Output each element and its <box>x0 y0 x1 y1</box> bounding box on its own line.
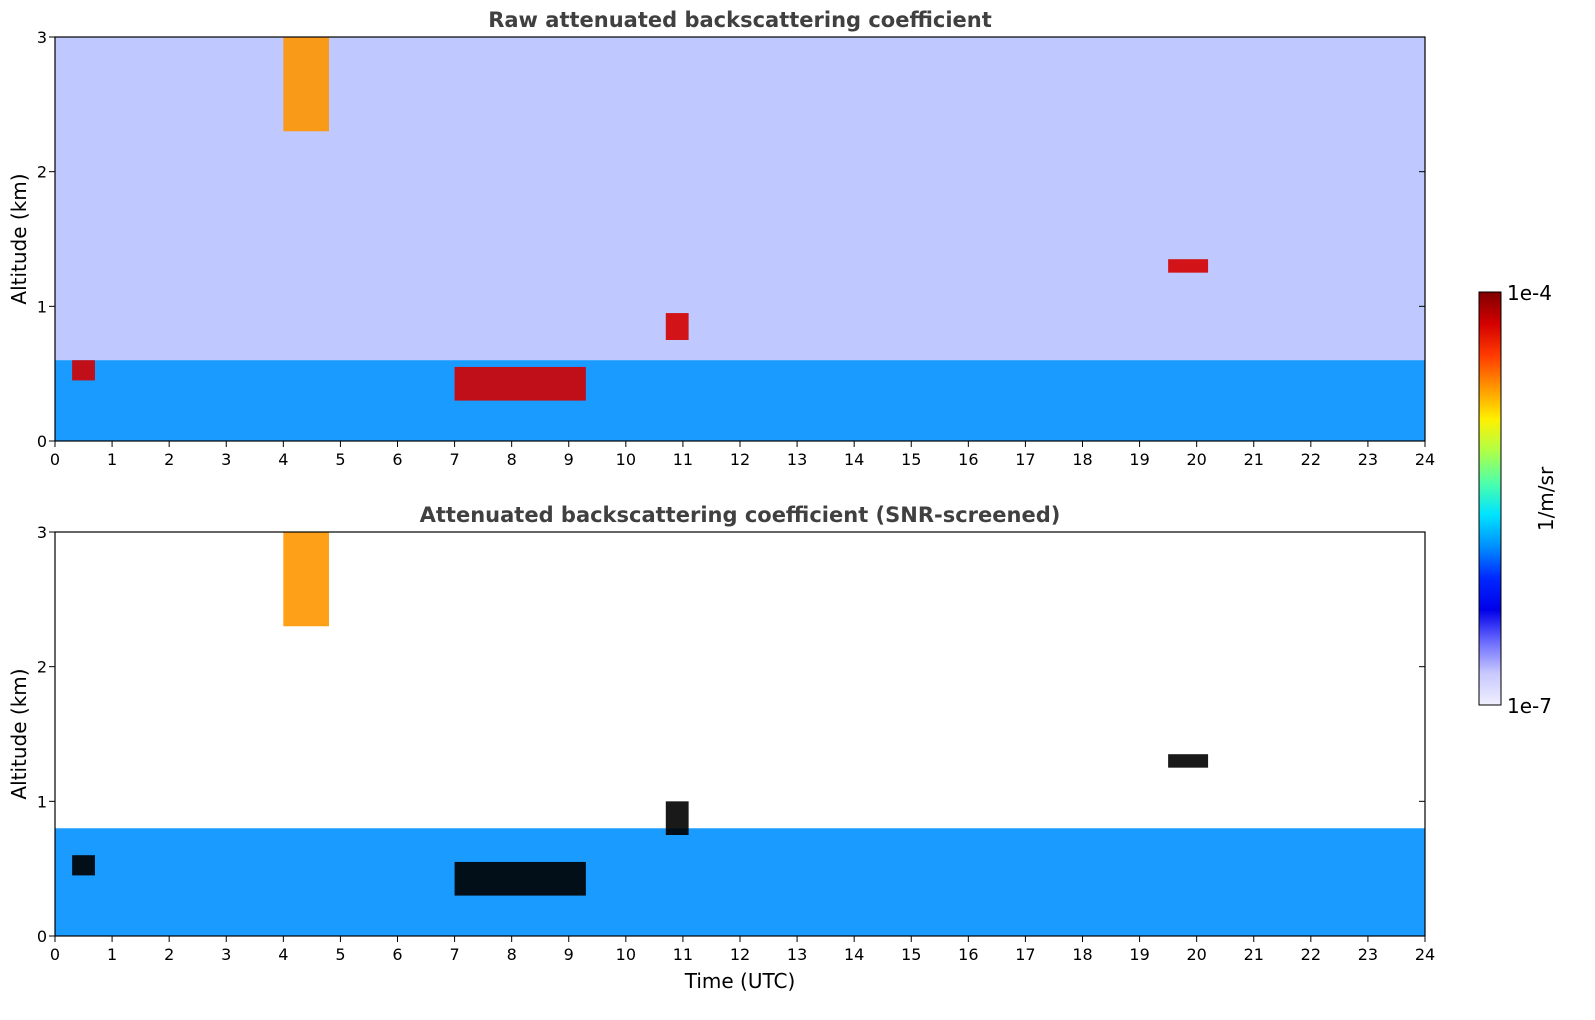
screened-x-tick-label: 6 <box>392 945 402 964</box>
layer-low-cloud <box>454 861 586 896</box>
layer-high-cloud <box>283 37 329 132</box>
raw-x-tick-label: 24 <box>1415 450 1435 469</box>
screened-x-tick-label: 0 <box>50 945 60 964</box>
screened-x-tick-label: 10 <box>616 945 636 964</box>
screened-x-tick-label: 4 <box>278 945 288 964</box>
raw-y-axis-label: Altitude (km) <box>7 173 31 304</box>
screened-x-tick-label: 16 <box>958 945 978 964</box>
raw-x-tick-label: 17 <box>1015 450 1035 469</box>
screened-x-tick-label: 24 <box>1415 945 1435 964</box>
raw-x-tick-label: 11 <box>673 450 693 469</box>
raw-x-tick-label: 16 <box>958 450 978 469</box>
raw-x-tick-label: 6 <box>392 450 402 469</box>
screened-x-tick-label: 15 <box>901 945 921 964</box>
raw-x-tick-label: 5 <box>335 450 345 469</box>
raw-y-tick-label: 1 <box>37 297 47 316</box>
screened-x-tick-label: 17 <box>1015 945 1035 964</box>
layer-boundary-layer-aerosol <box>55 828 1425 936</box>
layer-noise <box>55 37 1425 361</box>
colorbar-max-label: 1e-4 <box>1507 281 1552 305</box>
screened-x-tick-label: 12 <box>730 945 750 964</box>
layer-boundary-layer-aerosol <box>55 360 1425 441</box>
colorbar-min-label: 1e-7 <box>1507 694 1552 718</box>
screened-x-tick-label: 2 <box>164 945 174 964</box>
colorbar-gradient <box>1478 291 1502 706</box>
raw-y-tick-label: 2 <box>37 163 47 182</box>
raw-x-tick-label: 0 <box>50 450 60 469</box>
screened-x-tick-label: 9 <box>564 945 574 964</box>
raw-y-tick-label: 3 <box>37 28 47 47</box>
screened-x-tick-label: 8 <box>507 945 517 964</box>
raw-x-axis: 0 1 2 3 4 5 6 7 8 9 10 11 12 13 14 15 16 17 18 19 20 21 22 23 24 <box>50 441 1435 469</box>
x-axis-label: Time (UTC) <box>684 969 796 993</box>
screened-y-tick-label: 2 <box>37 658 47 677</box>
raw-x-tick-label: 21 <box>1244 450 1264 469</box>
raw-x-tick-label: 13 <box>787 450 807 469</box>
screened-x-tick-label: 22 <box>1301 945 1321 964</box>
screened-x-axis: 0 1 2 3 4 5 6 7 8 9 10 11 12 13 14 15 16 17 18 19 20 21 22 23 24 <box>50 936 1435 964</box>
screened-x-tick-label: 3 <box>221 945 231 964</box>
screened-x-tick-label: 20 <box>1186 945 1206 964</box>
screened-y-axis-label: Altitude (km) <box>7 668 31 799</box>
raw-x-tick-label: 2 <box>164 450 174 469</box>
screened-x-tick-label: 19 <box>1129 945 1149 964</box>
raw-x-tick-label: 14 <box>844 450 864 469</box>
layer-low-cloud <box>454 366 586 401</box>
raw-x-tick-label: 15 <box>901 450 921 469</box>
screened-y-tick-label: 1 <box>37 792 47 811</box>
raw-backscatter-panel: Raw attenuated backscattering coefficien… <box>7 8 1435 469</box>
layer-cloud <box>665 313 689 340</box>
raw-panel-title: Raw attenuated backscattering coefficien… <box>488 8 992 32</box>
screened-x-tick-label: 23 <box>1358 945 1378 964</box>
screened-x-tick-label: 14 <box>844 945 864 964</box>
raw-x-tick-label: 9 <box>564 450 574 469</box>
raw-heatmap <box>55 37 1425 441</box>
screened-y-axis: 0 1 2 3 <box>37 523 1425 946</box>
layer-low-cloud <box>72 855 95 876</box>
raw-x-tick-label: 12 <box>730 450 750 469</box>
screened-x-tick-label: 18 <box>1072 945 1092 964</box>
raw-x-tick-label: 23 <box>1358 450 1378 469</box>
raw-x-tick-label: 20 <box>1186 450 1206 469</box>
raw-x-tick-label: 19 <box>1129 450 1149 469</box>
screened-backscatter-panel: Attenuated backscattering coefficient (S… <box>7 503 1435 993</box>
raw-x-tick-label: 18 <box>1072 450 1092 469</box>
raw-x-tick-label: 1 <box>107 450 117 469</box>
screened-x-tick-label: 7 <box>449 945 459 964</box>
layer-high-cloud <box>283 532 329 627</box>
screened-heatmap <box>55 532 1425 936</box>
layer-low-cloud <box>72 360 95 381</box>
raw-x-tick-label: 10 <box>616 450 636 469</box>
screened-x-tick-label: 5 <box>335 945 345 964</box>
layer-cloud <box>665 801 689 835</box>
raw-x-tick-label: 8 <box>507 450 517 469</box>
raw-y-axis: 0 1 2 3 <box>37 28 1425 451</box>
colorbar-unit-label: 1/m/sr <box>1534 466 1558 531</box>
screened-x-tick-label: 1 <box>107 945 117 964</box>
colorbar: 1e-4 1e-7 1/m/sr <box>1478 281 1558 718</box>
screened-y-tick-label: 0 <box>37 927 47 946</box>
screened-x-tick-label: 13 <box>787 945 807 964</box>
layer-cloud <box>1168 754 1209 768</box>
raw-y-tick-label: 0 <box>37 432 47 451</box>
screened-y-tick-label: 3 <box>37 523 47 542</box>
raw-x-tick-label: 22 <box>1301 450 1321 469</box>
screened-x-tick-label: 21 <box>1244 945 1264 964</box>
screened-x-tick-label: 11 <box>673 945 693 964</box>
layer-cloud <box>1168 259 1209 273</box>
screened-panel-title: Attenuated backscattering coefficient (S… <box>420 503 1061 527</box>
raw-x-tick-label: 7 <box>449 450 459 469</box>
raw-x-tick-label: 4 <box>278 450 288 469</box>
raw-x-tick-label: 3 <box>221 450 231 469</box>
